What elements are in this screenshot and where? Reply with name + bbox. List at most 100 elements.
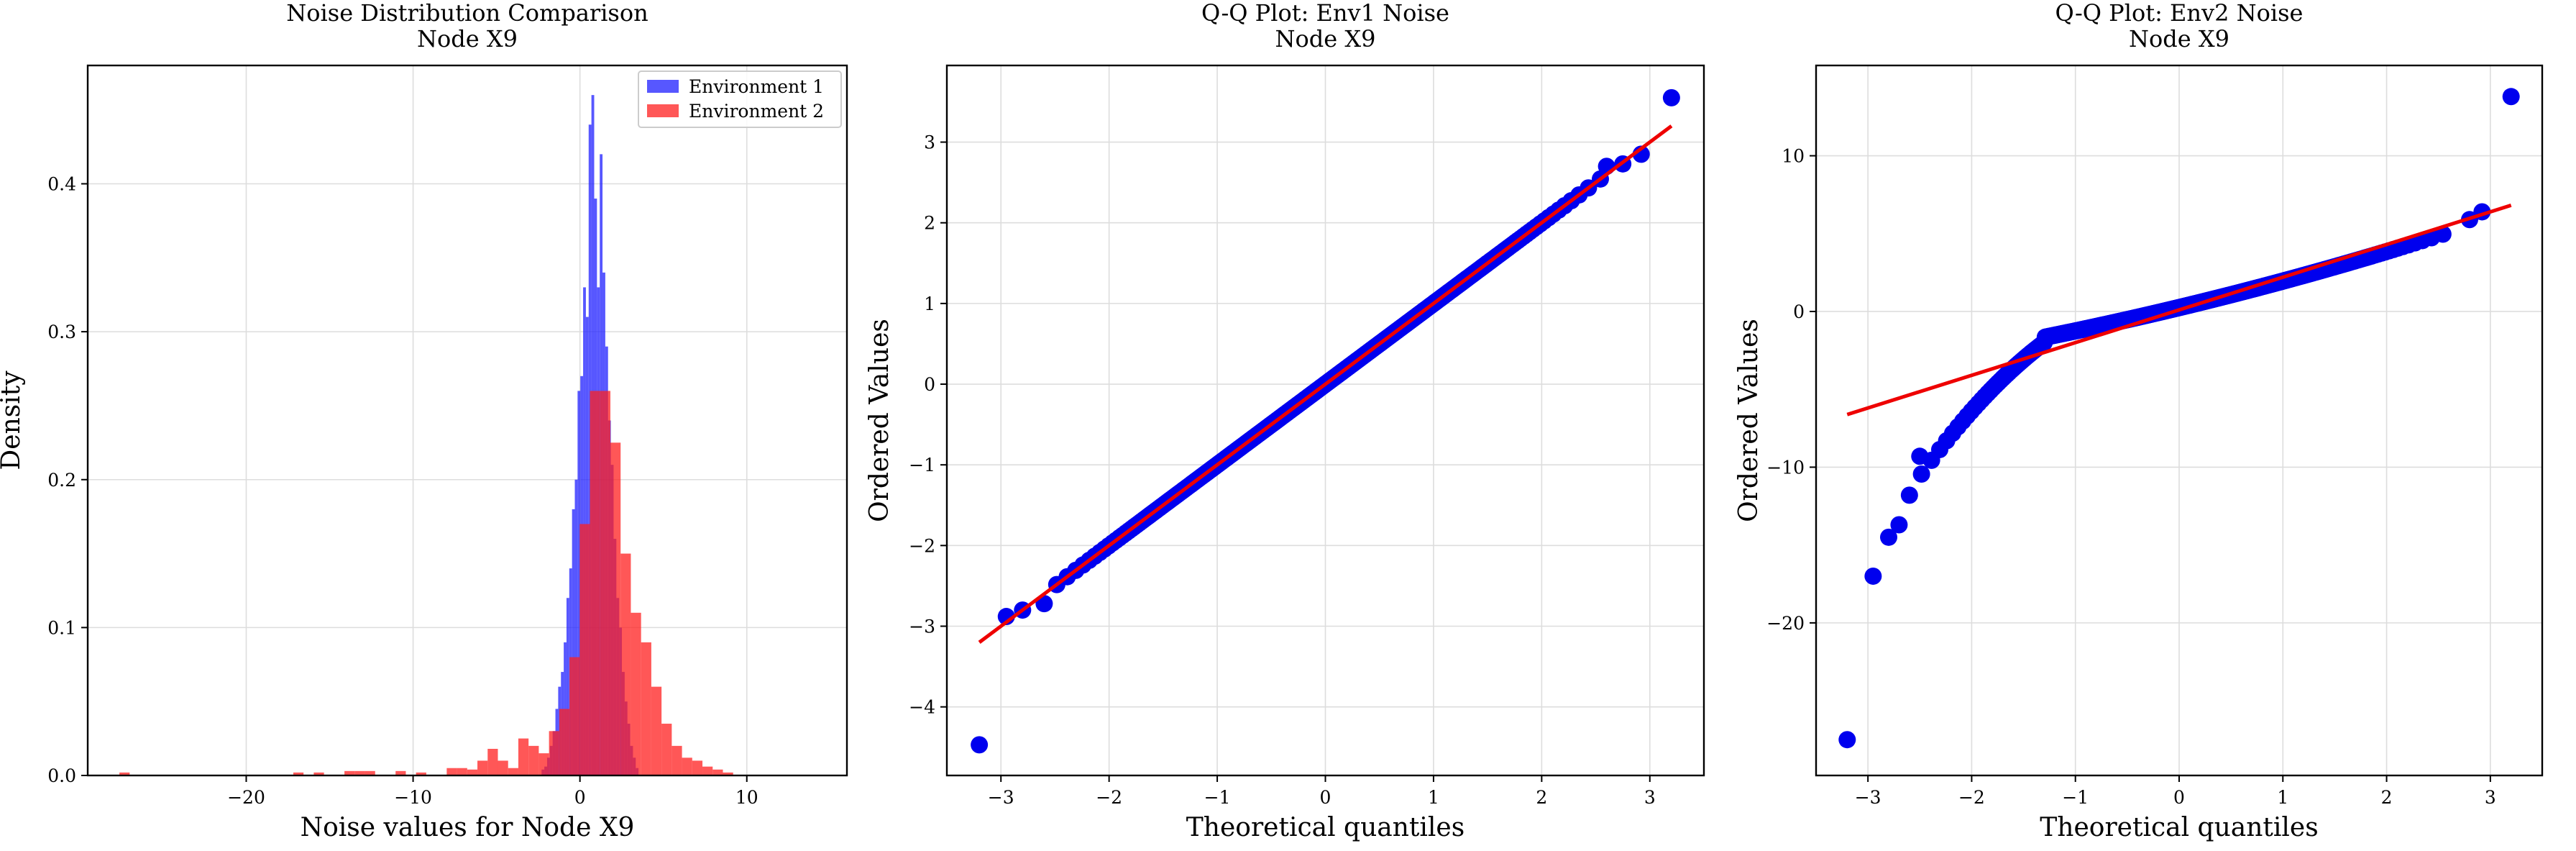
histogram-ticks: −20 −10 0 10 0.0 0.1 0.2 0.3 0.4 bbox=[47, 174, 758, 809]
y-tick-label: −20 bbox=[1766, 613, 1805, 634]
histogram-bar bbox=[682, 757, 692, 775]
y-tick-label: 1 bbox=[924, 293, 935, 314]
y-tick-label: 10 bbox=[1782, 146, 1805, 167]
histogram-bar bbox=[477, 760, 488, 775]
qq-point bbox=[1838, 731, 1856, 749]
qq-point bbox=[1880, 528, 1897, 546]
histogram-bar bbox=[508, 768, 518, 775]
histogram-bar bbox=[395, 770, 406, 775]
qq-env1-fit-line bbox=[978, 124, 1673, 644]
histogram-bar bbox=[313, 772, 324, 775]
histogram-x-axis-label: Noise values for Node X9 bbox=[301, 813, 635, 842]
x-tick-label: 1 bbox=[2277, 787, 2288, 808]
qq-env2-x-axis-label: Theoretical quantiles bbox=[2040, 813, 2318, 842]
histogram-bar bbox=[641, 642, 651, 775]
histogram-bar bbox=[566, 598, 569, 775]
histogram-bar bbox=[661, 724, 672, 775]
histogram-bar bbox=[574, 479, 578, 775]
histogram-bar bbox=[293, 772, 304, 775]
histogram-bar bbox=[569, 657, 580, 775]
qq-point bbox=[2502, 88, 2520, 106]
qq-env1-title: Q-Q Plot: Env1 Noise bbox=[1201, 0, 1449, 27]
histogram-bar bbox=[579, 524, 590, 775]
legend-swatch-environment-2 bbox=[647, 104, 679, 117]
y-tick-label: 0.3 bbox=[47, 322, 76, 342]
x-tick-label: 3 bbox=[2485, 787, 2496, 808]
x-tick-label: −10 bbox=[394, 787, 432, 808]
histogram-bar bbox=[467, 769, 478, 775]
histogram-axes-frame bbox=[86, 64, 848, 777]
histogram-bar bbox=[528, 745, 539, 775]
legend-frame bbox=[638, 70, 842, 128]
histogram-bar bbox=[712, 769, 723, 775]
histogram-bar bbox=[572, 509, 575, 775]
x-tick-label: 1 bbox=[1428, 787, 1439, 808]
qq-point bbox=[1662, 88, 1680, 106]
y-tick-label: 2 bbox=[924, 213, 935, 234]
histogram-bar bbox=[538, 753, 549, 775]
histogram-title: Noise Distribution Comparison bbox=[286, 0, 648, 27]
histogram-bar bbox=[651, 686, 662, 775]
qq-point bbox=[1912, 465, 1930, 483]
qq-point bbox=[1890, 516, 1908, 534]
histogram-legend: Environment 1 Environment 2 bbox=[638, 70, 842, 128]
histogram-bar bbox=[498, 760, 508, 775]
x-tick-label: 2 bbox=[2381, 787, 2393, 808]
qq-point bbox=[1911, 447, 1929, 465]
histogram-bar bbox=[416, 772, 426, 775]
histogram-bar bbox=[631, 612, 641, 775]
qq-point bbox=[1864, 567, 1882, 585]
y-tick-label: 0 bbox=[924, 374, 935, 395]
histogram-y-axis-label: Density bbox=[0, 370, 26, 470]
qq-env1-x-axis-label: Theoretical quantiles bbox=[1186, 813, 1465, 842]
histogram-bar bbox=[344, 770, 355, 775]
qq-point bbox=[1900, 486, 1918, 504]
histogram-bar bbox=[671, 745, 682, 775]
y-tick-label: 0.0 bbox=[47, 765, 76, 786]
x-tick-label: 3 bbox=[1644, 787, 1656, 808]
y-tick-label: −4 bbox=[909, 697, 935, 718]
x-tick-label: −1 bbox=[1204, 787, 1231, 808]
x-tick-label: 0 bbox=[1320, 787, 1331, 808]
histogram-bar bbox=[559, 709, 570, 775]
y-tick-label: −3 bbox=[909, 616, 935, 637]
y-tick-label: −1 bbox=[909, 455, 935, 475]
histogram-subtitle: Node X9 bbox=[417, 25, 518, 53]
y-tick-label: 0.1 bbox=[47, 617, 76, 638]
y-tick-label: 0.4 bbox=[47, 174, 76, 195]
qq-env1-y-axis-label: Ordered Values bbox=[865, 319, 894, 522]
x-tick-label: −2 bbox=[1096, 787, 1122, 808]
qq-point bbox=[971, 736, 989, 754]
qq-env1-ticks: −3 −2 −1 0 1 2 3 −4 −3 −2 −1 0 1 2 3 bbox=[909, 132, 1656, 808]
x-tick-label: −3 bbox=[988, 787, 1014, 808]
histogram-bar bbox=[487, 748, 498, 775]
x-tick-label: −3 bbox=[1855, 787, 1881, 808]
qq-env2-fit-line bbox=[1846, 203, 2512, 417]
histogram-bar bbox=[577, 391, 581, 775]
histogram-panel: −20 −10 0 10 0.0 0.1 0.2 0.3 0.4 Noise Distribut… bbox=[0, 0, 848, 842]
y-tick-label: −10 bbox=[1766, 457, 1805, 478]
histogram-bar bbox=[119, 772, 130, 775]
x-tick-label: −1 bbox=[2062, 787, 2089, 808]
legend-label-environment-1: Environment 1 bbox=[689, 76, 824, 97]
histogram-bar bbox=[518, 738, 529, 775]
legend-swatch-environment-1 bbox=[647, 80, 679, 93]
x-tick-label: 0 bbox=[574, 787, 586, 808]
histogram-bar bbox=[620, 553, 631, 775]
histogram-bar bbox=[600, 391, 610, 775]
qq-env1-panel: −3 −2 −1 0 1 2 3 −4 −3 −2 −1 0 1 2 3 Q-Q Plot: Env1 No… bbox=[865, 0, 1705, 842]
x-tick-label: 2 bbox=[1536, 787, 1547, 808]
histogram-bar bbox=[702, 766, 713, 775]
histogram-bar bbox=[354, 770, 365, 775]
legend-label-environment-2: Environment 2 bbox=[689, 101, 824, 122]
histogram-bar bbox=[692, 760, 703, 775]
histogram-bar bbox=[365, 770, 375, 775]
x-tick-label: −2 bbox=[1958, 787, 1985, 808]
histogram-bars bbox=[119, 95, 733, 775]
qq-env2-y-axis-label: Ordered Values bbox=[1734, 319, 1764, 522]
histogram-bar bbox=[446, 768, 457, 775]
x-tick-label: 0 bbox=[2173, 787, 2185, 808]
